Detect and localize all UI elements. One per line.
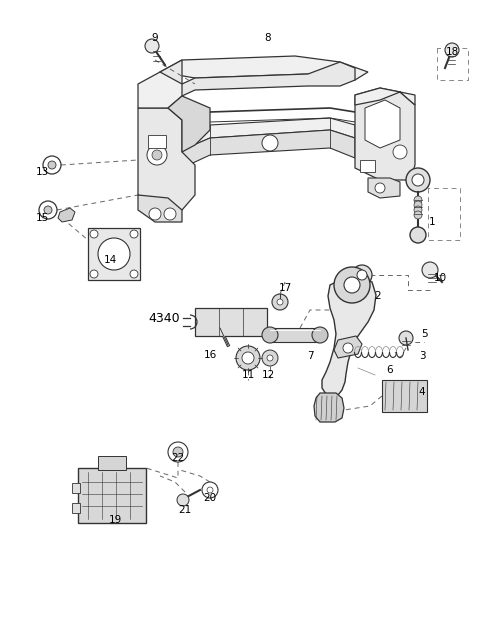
Circle shape: [242, 352, 254, 364]
Circle shape: [357, 270, 367, 280]
Bar: [88, 228, 140, 280]
Polygon shape: [138, 108, 195, 210]
Text: 3: 3: [419, 351, 425, 361]
Text: 12: 12: [262, 370, 275, 380]
Polygon shape: [160, 60, 355, 96]
Polygon shape: [334, 336, 362, 358]
Circle shape: [410, 227, 426, 243]
Circle shape: [262, 350, 278, 366]
Circle shape: [39, 201, 57, 219]
Text: 5: 5: [420, 329, 427, 339]
Circle shape: [393, 145, 407, 159]
Circle shape: [412, 174, 424, 186]
Circle shape: [414, 211, 422, 219]
Text: 16: 16: [204, 350, 216, 360]
Circle shape: [343, 343, 353, 353]
Polygon shape: [138, 72, 182, 108]
Circle shape: [267, 355, 273, 361]
Polygon shape: [160, 56, 368, 80]
Polygon shape: [365, 100, 400, 148]
Bar: [382, 380, 427, 412]
Polygon shape: [58, 208, 75, 222]
Circle shape: [207, 487, 213, 493]
Polygon shape: [368, 178, 400, 198]
Polygon shape: [360, 160, 375, 172]
Circle shape: [173, 447, 183, 457]
Polygon shape: [148, 135, 166, 148]
Polygon shape: [182, 130, 355, 168]
Polygon shape: [168, 96, 210, 152]
Circle shape: [414, 201, 422, 209]
Circle shape: [262, 135, 278, 151]
Text: 2: 2: [375, 291, 381, 301]
Circle shape: [149, 208, 161, 220]
Circle shape: [44, 206, 52, 214]
Circle shape: [98, 238, 130, 270]
Circle shape: [344, 277, 360, 293]
Circle shape: [414, 196, 422, 204]
Circle shape: [334, 267, 370, 303]
Text: 4: 4: [419, 387, 425, 397]
Circle shape: [90, 270, 98, 278]
Text: 7: 7: [307, 351, 313, 361]
Circle shape: [399, 331, 413, 345]
Circle shape: [164, 208, 176, 220]
Text: 21: 21: [179, 505, 192, 515]
Text: 9: 9: [152, 33, 158, 43]
Polygon shape: [355, 88, 415, 180]
Circle shape: [272, 294, 288, 310]
Text: 14: 14: [103, 255, 117, 265]
Text: 10: 10: [433, 273, 446, 283]
Circle shape: [422, 262, 438, 278]
Circle shape: [130, 270, 138, 278]
Circle shape: [43, 156, 61, 174]
Circle shape: [236, 346, 260, 370]
Text: 11: 11: [241, 370, 254, 380]
Circle shape: [414, 206, 422, 214]
Bar: [72, 483, 80, 493]
Bar: [195, 308, 267, 336]
Text: 4340: 4340: [148, 312, 180, 325]
Circle shape: [130, 230, 138, 238]
Text: 13: 13: [36, 167, 48, 177]
Circle shape: [312, 327, 328, 343]
Circle shape: [48, 161, 56, 169]
Bar: [72, 503, 80, 513]
Text: 22: 22: [171, 453, 185, 463]
Circle shape: [147, 145, 167, 165]
Bar: [270, 328, 320, 342]
Circle shape: [168, 442, 188, 462]
Circle shape: [145, 39, 159, 53]
Circle shape: [177, 494, 189, 506]
Bar: [78, 468, 146, 523]
Circle shape: [406, 168, 430, 192]
Text: 20: 20: [204, 493, 216, 503]
Polygon shape: [314, 393, 344, 422]
Text: 6: 6: [387, 365, 393, 375]
Circle shape: [262, 327, 278, 343]
Text: 8: 8: [264, 33, 271, 43]
Text: 17: 17: [278, 283, 292, 293]
Circle shape: [352, 265, 372, 285]
Polygon shape: [138, 195, 182, 222]
Circle shape: [445, 43, 459, 57]
Bar: [98, 456, 126, 470]
Circle shape: [152, 150, 162, 160]
Polygon shape: [355, 88, 415, 105]
Text: 18: 18: [445, 47, 458, 57]
Text: 15: 15: [36, 213, 48, 223]
Circle shape: [375, 183, 385, 193]
Text: 1: 1: [429, 217, 435, 227]
Text: 19: 19: [108, 515, 121, 525]
Circle shape: [202, 482, 218, 498]
Polygon shape: [182, 118, 355, 150]
Circle shape: [277, 299, 283, 305]
Polygon shape: [322, 278, 376, 396]
Circle shape: [90, 230, 98, 238]
